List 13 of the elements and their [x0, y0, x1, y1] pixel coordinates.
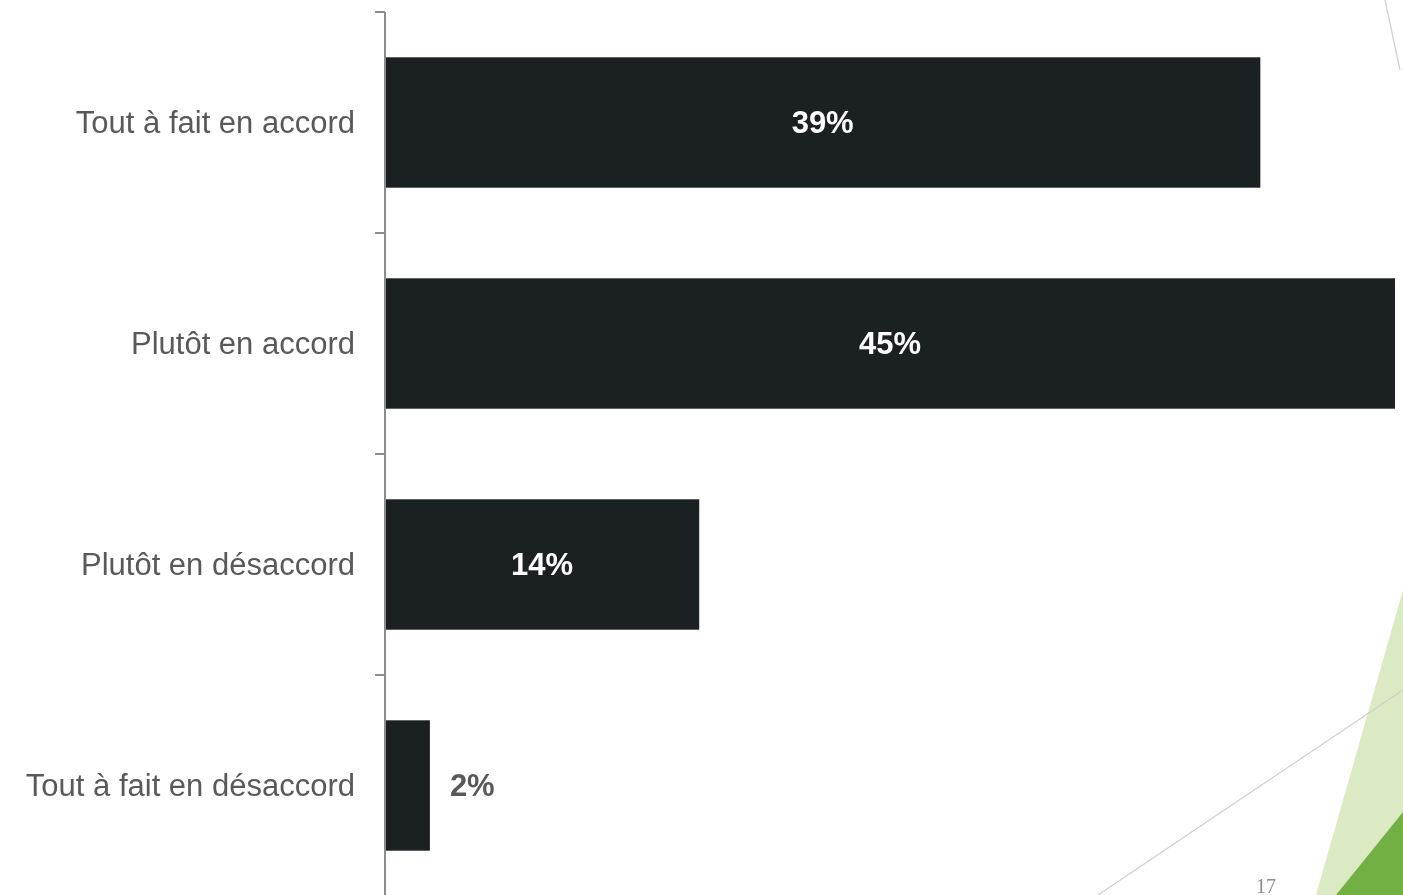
bar: [385, 499, 700, 630]
data-label: 14%: [511, 547, 574, 583]
y-tick-label: Tout à fait en désaccord: [25, 768, 355, 804]
annotation: 17: [1256, 875, 1276, 895]
data-label: 39%: [791, 105, 854, 141]
bar: [385, 720, 430, 851]
bar: [385, 57, 1261, 188]
data-label: 2%: [449, 768, 495, 804]
y-tick-label: Plutôt en accord: [130, 326, 355, 362]
data-label: 45%: [858, 326, 922, 362]
bar: [385, 278, 1395, 409]
y-tick-label: Plutôt en désaccord: [80, 547, 355, 583]
y-tick-label: Tout à fait en accord: [75, 105, 355, 141]
